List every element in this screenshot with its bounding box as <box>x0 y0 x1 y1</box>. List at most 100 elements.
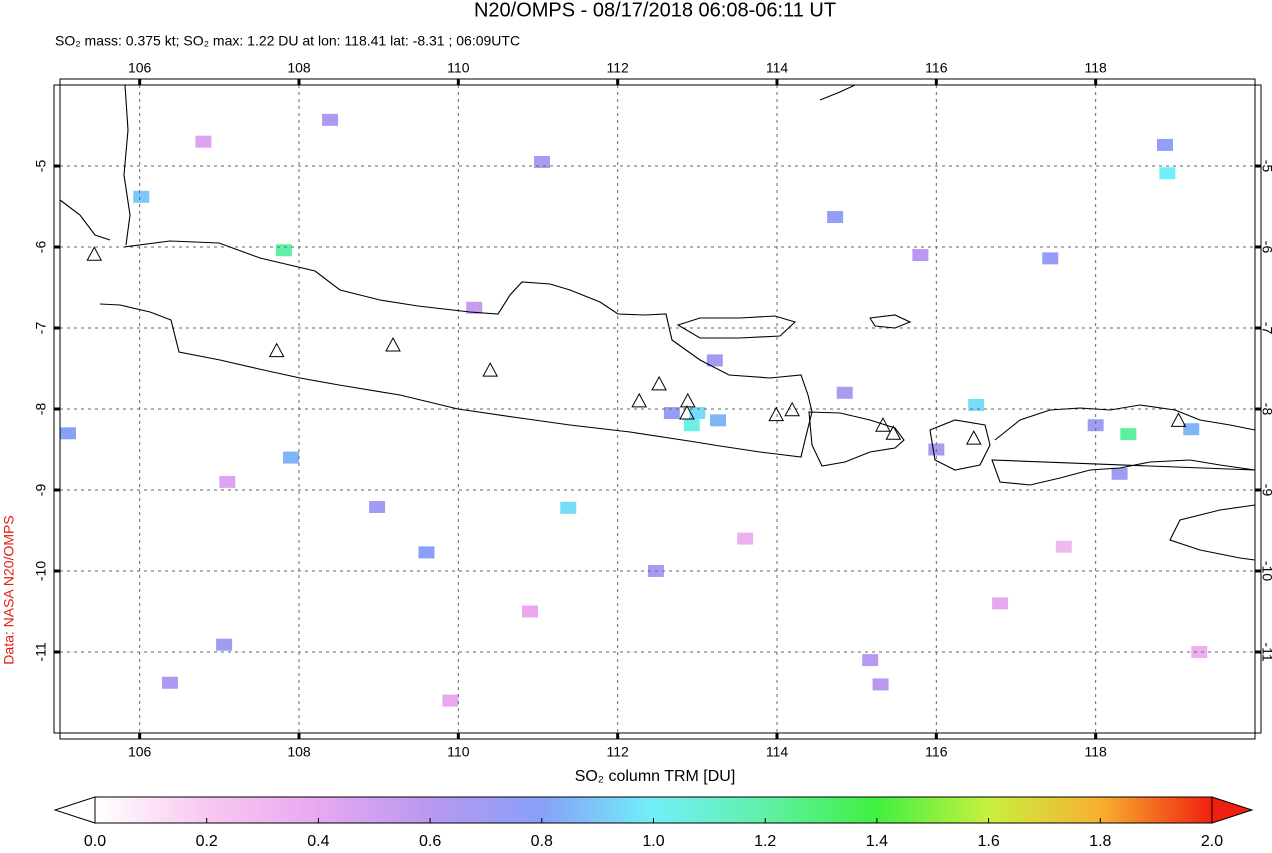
so2-pixel <box>1159 167 1176 180</box>
lon-tick-label: 108 <box>287 60 311 76</box>
colorbar-tick-label: 0.6 <box>419 833 441 850</box>
volcano <box>651 375 667 391</box>
so2-pixel <box>216 638 233 651</box>
lat-tick-label: -10 <box>33 561 49 581</box>
volcano <box>482 362 499 377</box>
lat-tick-label: -7 <box>33 322 49 335</box>
so2-pixel <box>992 597 1009 610</box>
volcano <box>875 417 891 432</box>
lat-tick-label: -5 <box>1259 160 1272 173</box>
so2-pixel <box>1055 540 1072 553</box>
frame-bottom-band <box>59 732 1256 740</box>
so2-pixel <box>418 546 435 559</box>
so2-pixel <box>836 386 853 399</box>
so2-pixel <box>560 501 577 514</box>
so2-pixel <box>663 407 680 420</box>
frame-top-band <box>59 78 1256 86</box>
so2-pixel <box>827 211 844 224</box>
lat-tick-label: -11 <box>1259 642 1272 661</box>
so2-pixel <box>1111 467 1128 480</box>
lon-tick-label: 112 <box>607 60 630 76</box>
so2-pixel <box>1087 419 1104 432</box>
colorbar-tick-label: 1.2 <box>754 833 776 850</box>
lat-tick-label: -7 <box>1259 322 1272 335</box>
colorbar-tick-label: 1.4 <box>866 833 888 850</box>
colorbar-under <box>53 796 96 824</box>
volcano <box>268 342 285 358</box>
coastlines <box>59 84 1256 561</box>
so2-pixel <box>1183 423 1200 436</box>
so2-pixel <box>706 354 723 367</box>
credit: Data: NASA N20/OMPS <box>1 515 17 664</box>
volcano <box>768 406 785 422</box>
so2-pixel <box>322 113 339 126</box>
volcano <box>86 246 103 261</box>
lon-tick-label: 112 <box>607 744 630 760</box>
pixel-layer <box>59 113 1208 707</box>
so2-pixel <box>1042 252 1059 265</box>
colorbar: 0.0 0.2 0.4 0.6 0.8 1.0 1.2 1.4 1.6 1.8 2.0 <box>53 796 1254 850</box>
lon-tick-label: 110 <box>447 744 470 760</box>
so2-pixel <box>737 532 754 545</box>
volcano <box>965 430 982 445</box>
title: N20/OMPS - 08/17/2018 06:08-06:11 UT <box>474 0 836 21</box>
so2-pixel <box>195 135 212 148</box>
colorbar-tick-label: 0.4 <box>307 833 329 850</box>
so2-pixel <box>369 501 386 514</box>
so2-pixel <box>912 249 929 262</box>
lon-tick-label: 114 <box>766 60 789 76</box>
colorbar-tick-label: 1.0 <box>642 833 664 850</box>
so2-pixel <box>862 654 879 667</box>
colorbar-over <box>1211 796 1254 824</box>
so2-pixel <box>59 427 76 440</box>
so2-pixel <box>283 451 300 464</box>
colorbar-tick-label: 0.2 <box>196 833 218 850</box>
so2-pixel <box>683 419 700 432</box>
volcano <box>784 401 800 417</box>
colorbar-tick-label: 2.0 <box>1201 833 1223 850</box>
lat-tick-label: -6 <box>1259 241 1272 254</box>
lon-tick-label: 106 <box>128 744 152 760</box>
lon-tick-label: 108 <box>287 744 311 760</box>
lat-tick-label: -9 <box>33 484 49 497</box>
so2-pixel <box>968 398 985 411</box>
volcano <box>385 336 401 352</box>
so2-pixel <box>161 676 178 689</box>
so2-pixel <box>872 678 889 691</box>
volcano <box>679 404 695 420</box>
lat-tick-label: -8 <box>1259 403 1272 416</box>
frame-left-band <box>53 84 61 734</box>
lon-tick-label: 118 <box>1085 60 1108 76</box>
so2-pixel <box>533 155 550 168</box>
colorbar-label: SO₂ column TRM [DU] <box>575 768 736 785</box>
lat-tick-label: -6 <box>33 241 49 254</box>
grid-layer: 106 106 108 108 110 110 112 112 114 114 116 116 118 1… <box>33 60 1272 760</box>
so2-pixel <box>1191 646 1208 658</box>
lat-tick-label: -5 <box>33 160 49 173</box>
lon-tick-label: 106 <box>128 60 152 76</box>
lat-tick-label: -10 <box>1259 561 1272 581</box>
lat-tick-label: -11 <box>33 642 49 661</box>
so2-pixel <box>133 190 150 203</box>
lon-tick-label: 110 <box>447 60 470 76</box>
lon-tick-label: 116 <box>925 744 948 760</box>
colorbar-tick-label: 1.6 <box>977 833 999 850</box>
so2-pixel <box>466 301 483 314</box>
lon-tick-label: 118 <box>1085 744 1108 760</box>
volcano <box>1170 412 1187 427</box>
colorbar-tick-label: 0.8 <box>531 833 553 850</box>
volcano <box>631 392 648 408</box>
volcano <box>679 392 696 408</box>
so2-pixel <box>710 414 727 427</box>
volcano <box>885 425 902 440</box>
frame-right-band <box>1254 84 1262 734</box>
so2-pixel <box>689 407 706 420</box>
so2-pixel <box>1156 138 1173 151</box>
lat-tick-label: -9 <box>1259 484 1272 497</box>
colorbar-tick-label: 0.0 <box>84 833 106 850</box>
so2-pixel <box>1120 428 1137 441</box>
colorbar-tick-label: 1.8 <box>1089 833 1111 850</box>
lon-tick-label: 116 <box>925 60 948 76</box>
so2-pixel <box>442 694 459 707</box>
